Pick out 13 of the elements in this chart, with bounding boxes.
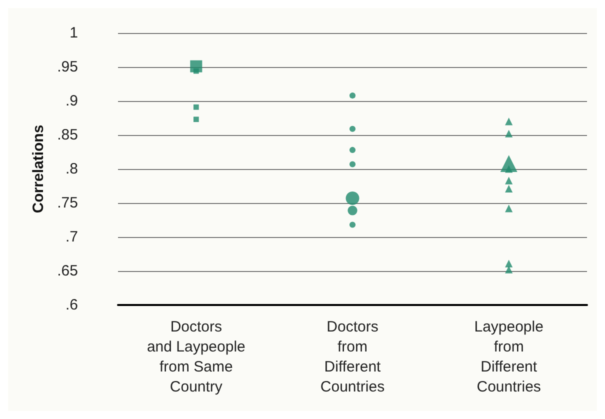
y-tick-label: .6 bbox=[65, 296, 78, 314]
y-tick-label: .9 bbox=[65, 92, 78, 110]
y-tick-label: .65 bbox=[57, 262, 78, 280]
y-tick-label: 1 bbox=[70, 24, 78, 42]
x-tick-label: Laypeople from Different Countries bbox=[474, 318, 544, 396]
x-tick-label: Doctors and Laypeople from Same Country bbox=[146, 318, 246, 396]
y-tick-label: .95 bbox=[57, 58, 78, 76]
y-tick-label: .85 bbox=[57, 126, 78, 144]
y-tick-label: .75 bbox=[57, 194, 78, 212]
y-tick-label: .7 bbox=[65, 228, 78, 246]
y-tick-label: .8 bbox=[65, 160, 78, 178]
y-axis-title: Correlations bbox=[30, 124, 48, 214]
x-tick-label: Doctors from Different Countries bbox=[320, 318, 385, 396]
